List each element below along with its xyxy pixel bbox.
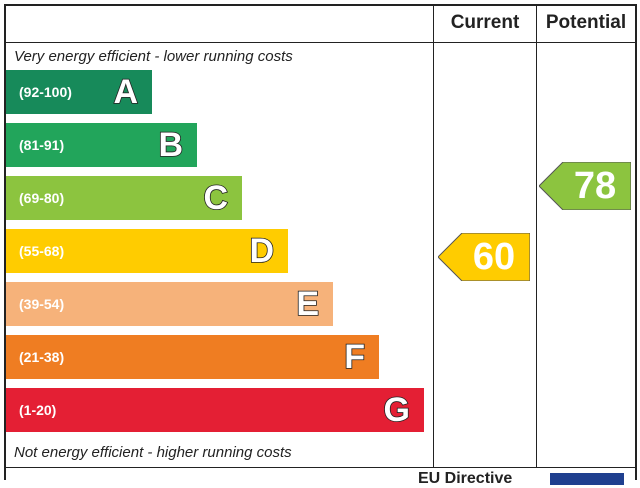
band-range-label: (55-68) (19, 243, 65, 259)
band-range-label: (1-20) (19, 402, 57, 418)
potential-arrow-shape (539, 162, 631, 210)
current-column-header: Current (450, 12, 520, 33)
eu-flag-icon (550, 473, 624, 485)
bottom-caption: Not energy efficient - higher running co… (14, 444, 292, 461)
current-rating-arrow: 60 (438, 233, 530, 281)
potential-rating-arrow: 78 (539, 162, 631, 210)
band-b: (81-91) B (6, 123, 197, 167)
band-d: (55-68) D (6, 229, 288, 273)
header-divider (4, 42, 637, 43)
band-letter: C (203, 178, 229, 218)
frame-top (4, 4, 637, 6)
band-letter: G (383, 390, 411, 430)
footer-eu-directive: EU Directive (418, 470, 513, 487)
potential-column-header: Potential (545, 12, 627, 33)
footer-divider (4, 467, 637, 468)
current-column-divider (433, 4, 434, 468)
current-arrow-shape (438, 233, 530, 281)
top-caption: Very energy efficient - lower running co… (14, 48, 293, 65)
band-letter: B (158, 125, 184, 165)
band-letter: E (296, 284, 320, 324)
band-g: (1-20) G (6, 388, 424, 432)
band-letter: A (113, 72, 139, 112)
band-range-label: (39-54) (19, 296, 65, 312)
band-letter: D (249, 231, 275, 271)
band-e: (39-54) E (6, 282, 333, 326)
frame-left (4, 4, 6, 480)
current-rating-value: 60 (472, 235, 516, 278)
band-letter: F (343, 337, 365, 377)
band-range-label: (92-100) (19, 84, 72, 100)
frame-right (635, 4, 637, 480)
band-a: (92-100) A (6, 70, 152, 114)
band-c: (69-80) C (6, 176, 242, 220)
band-range-label: (21-38) (19, 349, 65, 365)
band-range-label: (81-91) (19, 137, 65, 153)
band-f: (21-38) F (6, 335, 379, 379)
potential-rating-value: 78 (573, 164, 617, 207)
potential-column-divider (536, 4, 537, 468)
band-range-label: (69-80) (19, 190, 65, 206)
